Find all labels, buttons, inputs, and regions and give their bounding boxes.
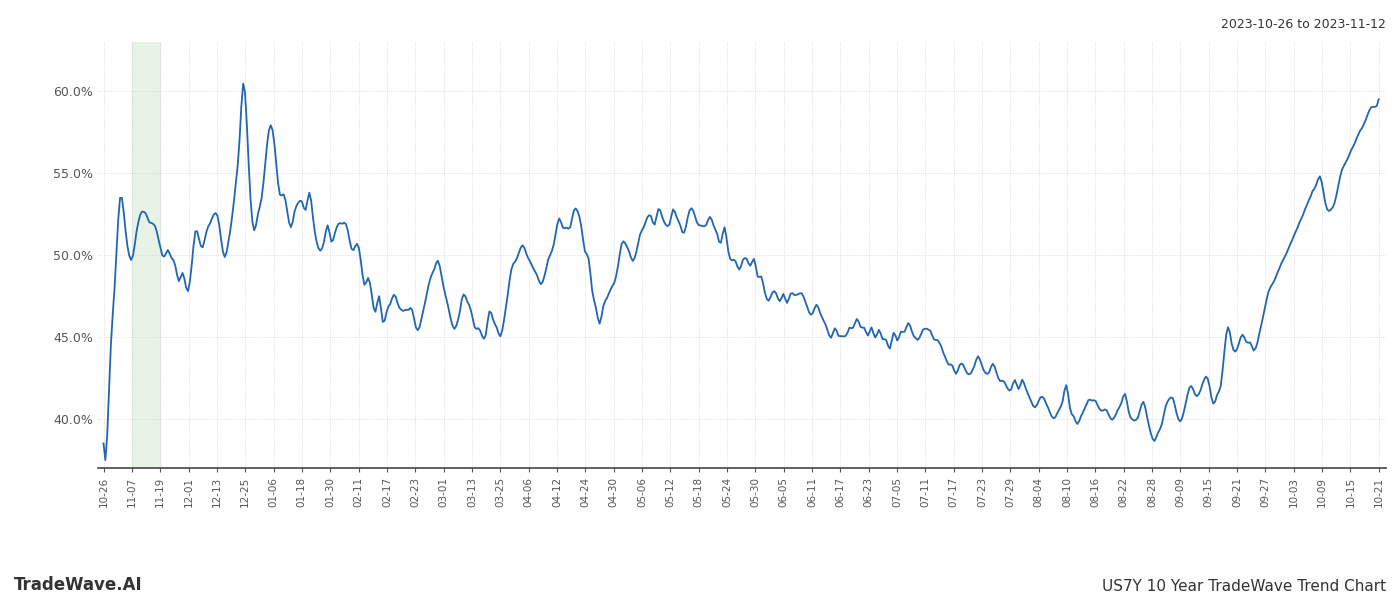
Text: TradeWave.AI: TradeWave.AI xyxy=(14,576,143,594)
Text: 2023-10-26 to 2023-11-12: 2023-10-26 to 2023-11-12 xyxy=(1221,18,1386,31)
Text: US7Y 10 Year TradeWave Trend Chart: US7Y 10 Year TradeWave Trend Chart xyxy=(1102,579,1386,594)
Bar xyxy=(132,42,160,468)
